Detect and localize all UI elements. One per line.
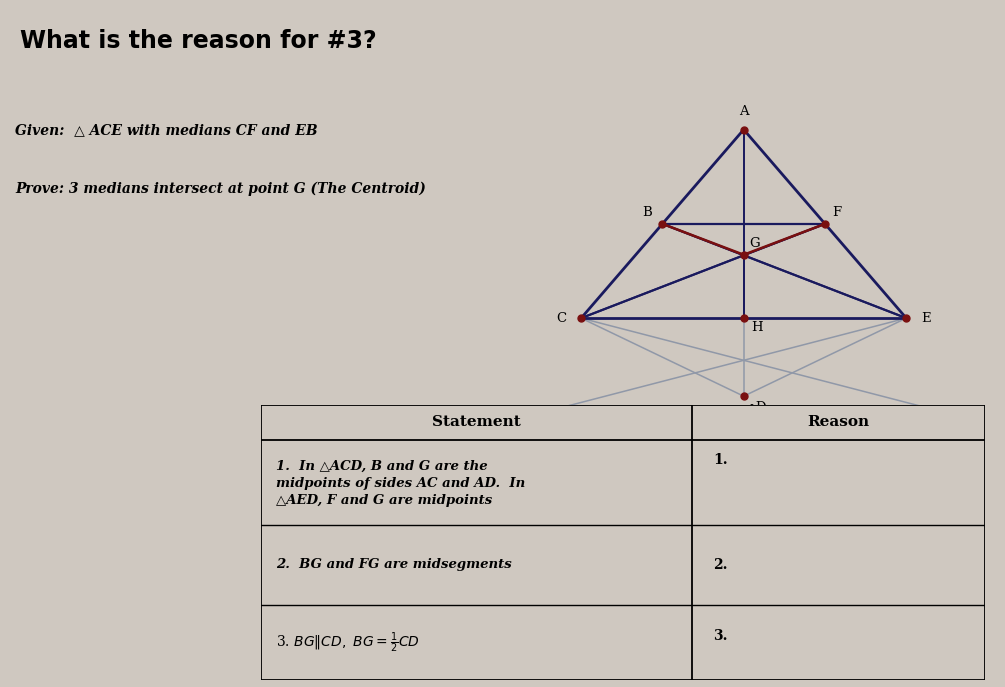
Text: Prove: 3 medians intersect at point G (The Centroid): Prove: 3 medians intersect at point G (T… <box>15 182 426 196</box>
Text: A: A <box>739 105 749 118</box>
Text: B: B <box>642 207 652 219</box>
Text: H: H <box>751 321 763 334</box>
Text: Reason: Reason <box>807 416 869 429</box>
Text: Statement: Statement <box>432 416 521 429</box>
Text: 2.: 2. <box>714 558 728 572</box>
Text: What is the reason for #3?: What is the reason for #3? <box>20 29 377 53</box>
Text: 3.: 3. <box>714 629 728 643</box>
Text: 1.: 1. <box>714 453 729 467</box>
Text: 2.  BG and FG are midsegments: 2. BG and FG are midsegments <box>275 559 512 571</box>
Text: G: G <box>750 237 760 250</box>
Text: E: E <box>921 312 931 325</box>
Text: 3. $\it{BG}\|\it{CD},\ \it{BG} = \frac{1}{2}\it{CD}$: 3. $\it{BG}\|\it{CD},\ \it{BG} = \frac{1… <box>275 631 419 655</box>
Text: 1.  In △ACD, B and G are the
midpoints of sides AC and AD.  In
△AED, F and G are: 1. In △ACD, B and G are the midpoints of… <box>275 460 525 507</box>
Text: F: F <box>832 207 841 219</box>
Text: •D: •D <box>748 401 767 414</box>
Text: Given:  △ ACE with medians CF and EB: Given: △ ACE with medians CF and EB <box>15 123 318 137</box>
FancyBboxPatch shape <box>261 405 985 680</box>
Text: C: C <box>557 312 567 325</box>
